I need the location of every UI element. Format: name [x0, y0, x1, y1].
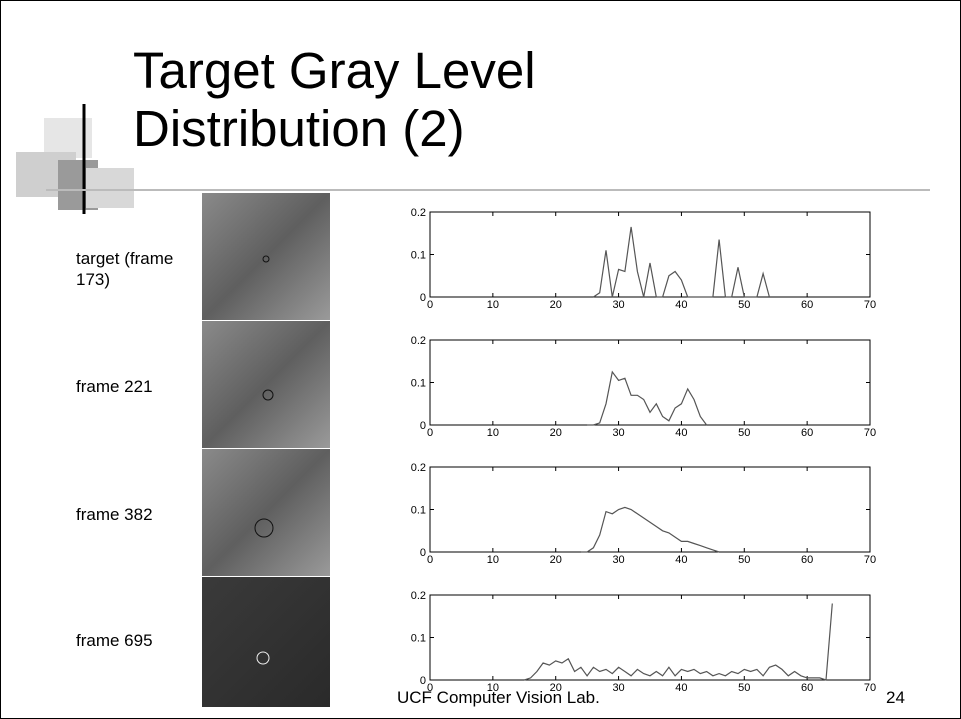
- x-tick-label: 60: [801, 682, 813, 694]
- x-tick-label: 10: [487, 554, 499, 566]
- row-label: frame 695: [76, 630, 176, 651]
- x-tick-label: 20: [550, 554, 562, 566]
- x-tick-label: 40: [675, 427, 687, 439]
- y-tick-label: 0.1: [411, 505, 426, 517]
- plot-frame: [430, 467, 870, 552]
- row-label: frame 221: [76, 376, 176, 397]
- footer: UCF Computer Vision Lab.: [397, 688, 600, 708]
- deco-square: [86, 168, 134, 208]
- x-tick-label: 70: [864, 299, 876, 311]
- x-tick-label: 30: [612, 427, 624, 439]
- plot-frame: [430, 212, 870, 297]
- page-number: 24: [886, 688, 905, 708]
- y-tick-label: 0: [420, 547, 426, 559]
- y-tick-label: 0.2: [411, 207, 426, 219]
- frame-image: [202, 577, 330, 707]
- row-label: frame 382: [76, 504, 176, 525]
- x-tick-label: 60: [801, 427, 813, 439]
- y-tick-label: 0.1: [411, 250, 426, 262]
- y-tick-label: 0.1: [411, 633, 426, 645]
- x-tick-label: 30: [612, 554, 624, 566]
- x-tick-label: 0: [427, 554, 433, 566]
- y-tick-label: 0.2: [411, 590, 426, 602]
- slide: 0 0.1 0.2 0 10 20 30 40 50 60 70 0 0.1 0.2 0 10 20 30 40 50…: [0, 0, 961, 719]
- x-tick-label: 40: [675, 554, 687, 566]
- x-tick-label: 70: [864, 682, 876, 694]
- plot-frame: [430, 595, 870, 680]
- charts: 0 0.1 0.2 0 10 20 30 40 50 60 70 0 0.1 0.2 0 10 20 30 40 50…: [411, 207, 876, 694]
- x-tick-label: 60: [801, 554, 813, 566]
- x-tick-label: 50: [738, 299, 750, 311]
- y-tick-label: 0.1: [411, 378, 426, 390]
- y-tick-label: 0.2: [411, 462, 426, 474]
- frame-image: [202, 449, 330, 576]
- y-tick-label: 0: [420, 675, 426, 687]
- y-tick-label: 0: [420, 292, 426, 304]
- x-tick-label: 50: [738, 554, 750, 566]
- x-tick-label: 60: [801, 299, 813, 311]
- x-tick-label: 10: [487, 299, 499, 311]
- y-tick-label: 0: [420, 420, 426, 432]
- x-tick-label: 0: [427, 299, 433, 311]
- slide-title: Target Gray Level Distribution (2): [133, 42, 633, 158]
- x-tick-label: 30: [612, 682, 624, 694]
- y-tick-label: 0.2: [411, 335, 426, 347]
- x-tick-label: 40: [675, 299, 687, 311]
- histogram-line: [587, 372, 707, 425]
- row-label: target (frame 173): [76, 248, 176, 290]
- frame-image: [202, 321, 330, 448]
- x-tick-label: 10: [487, 427, 499, 439]
- x-tick-label: 30: [612, 299, 624, 311]
- x-tick-label: 20: [550, 427, 562, 439]
- x-tick-label: 70: [864, 554, 876, 566]
- x-tick-label: 50: [738, 682, 750, 694]
- histogram-line: [581, 507, 719, 552]
- x-tick-label: 50: [738, 427, 750, 439]
- x-tick-label: 40: [675, 682, 687, 694]
- x-tick-label: 20: [550, 299, 562, 311]
- x-tick-label: 70: [864, 427, 876, 439]
- histogram-line: [593, 227, 769, 297]
- x-tick-label: 0: [427, 427, 433, 439]
- histogram-line: [524, 604, 832, 681]
